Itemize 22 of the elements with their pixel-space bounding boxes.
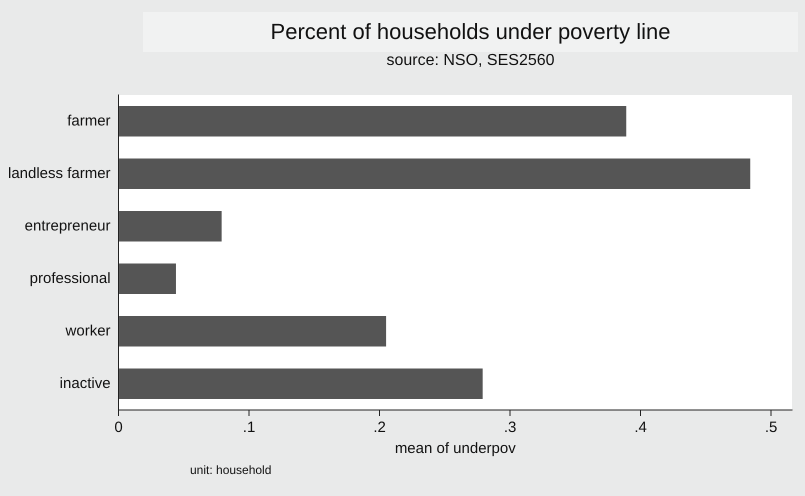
x-tick-label: .3	[504, 419, 516, 436]
bar	[119, 316, 386, 346]
y-tick-label: entrepreneur	[24, 217, 111, 234]
chart-title: Percent of households under poverty line	[143, 12, 798, 52]
bar	[119, 106, 626, 136]
x-tick-label: 0	[114, 419, 123, 436]
x-tick-label: .5	[764, 419, 778, 436]
y-tick-label: inactive	[60, 374, 111, 392]
x-tick-label: .1	[242, 419, 256, 436]
bar	[119, 264, 176, 294]
x-axis-title: mean of underpov	[394, 440, 516, 458]
y-tick-label: worker	[64, 322, 111, 340]
bar	[119, 158, 750, 189]
bar	[119, 211, 222, 242]
y-tick-label: professional	[30, 270, 111, 287]
x-tick-label: .4	[634, 419, 647, 436]
chart-subtitle: source: NSO, SES2560	[385, 52, 556, 70]
text: unit: household	[190, 463, 272, 477]
y-tick-label: farmer	[67, 112, 111, 130]
x-tick-label: .2	[373, 419, 386, 436]
bar	[119, 368, 483, 399]
y-tick-label: landless farmer	[8, 164, 111, 182]
